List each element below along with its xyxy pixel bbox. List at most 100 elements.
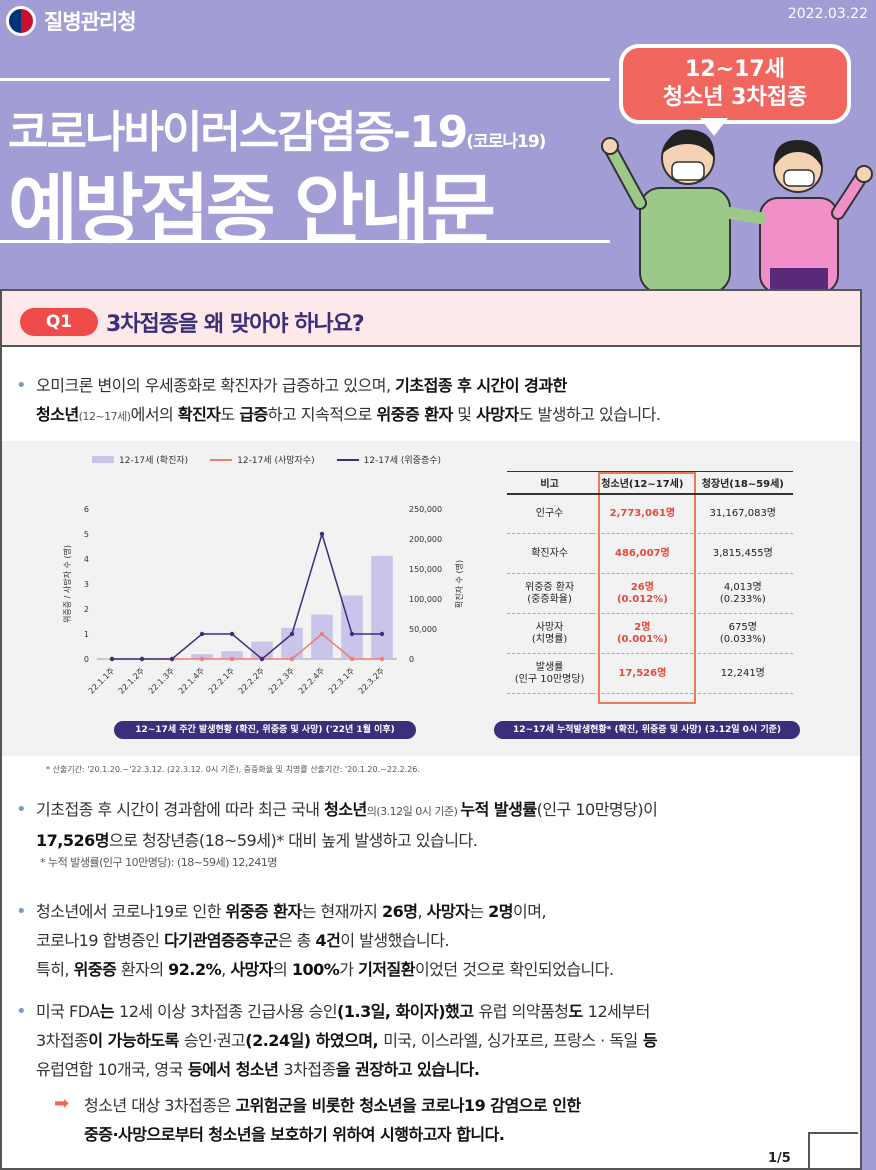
data-point-deaths <box>319 631 325 637</box>
table-cell: 4,013명 (0.233%) <box>692 573 793 614</box>
table-cell: 12,241명 <box>692 653 793 694</box>
speech-bubble-tail <box>700 118 728 136</box>
data-point-severe <box>199 631 205 637</box>
data-point-severe <box>379 631 385 637</box>
arrow-right-icon: ➡ <box>54 1093 70 1114</box>
y-axis-label-right: 확진자 수 (명) <box>454 560 464 608</box>
data-point-severe <box>229 631 235 637</box>
paragraph-international: • 미국 FDA는 12세 이상 3차접종 긴급사용 승인(1.3일, 화이자)… <box>16 997 658 1084</box>
paragraph-incidence: • 기초접종 후 시간이 경과함에 따라 최근 국내 청소년의(3.12일 0시… <box>16 795 658 871</box>
legend-item-cases: 12-17세 (확진자) <box>92 453 188 466</box>
data-point-severe <box>349 631 355 637</box>
teenagers-illustration <box>601 129 873 293</box>
data-point-severe <box>109 656 115 662</box>
x-tick-label: 22.2.2주 <box>237 666 267 696</box>
intro-paragraph: • 오미크론 변이의 우세종화로 확진자가 급증하고 있으며, 기초접종 후 시… <box>16 371 661 431</box>
table-header: 청소년(12~17세) <box>592 471 693 495</box>
table-row: 발생률 (인구 10만명당) 17,526명 12,241명 <box>507 653 793 694</box>
data-point-severe <box>289 631 295 637</box>
data-point-deaths <box>349 656 355 662</box>
y-tick-left: 0 <box>84 655 89 664</box>
y-tick-left: 6 <box>84 505 89 514</box>
table-cell: 2명 (0.001%) <box>592 613 693 654</box>
data-point-deaths <box>199 656 205 662</box>
weekly-chart: 0 1 2 3 4 5 6 0 50,000 100,000 150,000 200,000 250,0… <box>62 505 464 696</box>
header: 질병관리청 2022.03.22 코로나바이러스감염증-19(코로나19) 예방… <box>0 0 876 300</box>
legend-item-severe: 12-17세 (위중증수) <box>336 453 441 466</box>
table-cell: 26명 (0.012%) <box>592 573 693 614</box>
chart-bar <box>371 555 393 659</box>
chart-bar <box>191 654 213 659</box>
chart-section: 12-17세 (확진자) 12-17세 (사망자수) 12-17세 (위중증수)… <box>2 441 860 756</box>
title-line2: 예방접종 안내문 <box>8 165 496 254</box>
table-row: 인구수 2,773,061명 31,167,083명 <box>507 493 793 534</box>
x-tick-label: 22.1.3주 <box>147 666 177 696</box>
table-cell: 사망자 (치명률) <box>507 613 593 654</box>
table-cell: 31,167,083명 <box>692 493 793 534</box>
table-header: 비고 <box>507 471 593 495</box>
question-header: Q1 3차접종을 왜 맞아야 하나요? <box>2 291 860 347</box>
x-tick-label: 22.2.4주 <box>297 666 327 696</box>
y-tick-left: 4 <box>84 555 89 564</box>
question-text: 3차접종을 왜 맞아야 하나요? <box>106 312 365 337</box>
legend-item-deaths: 12-17세 (사망자수) <box>210 453 315 466</box>
y-tick-right: 100,000 <box>409 595 442 604</box>
bullet-icon: • <box>16 901 27 922</box>
table-row: 확진자수 486,007명 3,815,455명 <box>507 533 793 574</box>
table-header: 청장년(18~59세) <box>692 471 793 495</box>
y-tick-right: 50,000 <box>409 625 437 634</box>
question-badge: Q1 <box>20 308 98 336</box>
conclusion: 청소년 대상 3차접종은 고위험군을 비롯한 청소년을 코로나19 감염으로 인… <box>84 1096 581 1144</box>
chart-bar <box>281 627 303 659</box>
bullet-icon: • <box>16 1001 27 1022</box>
page-corner-fold <box>808 1132 858 1168</box>
data-point-deaths <box>379 656 385 662</box>
data-point-severe <box>169 656 175 662</box>
chart-bar <box>341 595 363 659</box>
chart-bar <box>311 614 333 659</box>
x-tick-label: 22.1.2주 <box>117 666 147 696</box>
bullet-icon: • <box>16 375 27 396</box>
data-point-severe <box>139 656 145 662</box>
divider <box>0 78 610 81</box>
chart-caption: 12~17세 주간 발생현황 (확진, 위중증 및 사망) ('22년 1월 이… <box>114 721 416 739</box>
y-tick-right: 150,000 <box>409 565 442 574</box>
x-tick-label: 22.1.4주 <box>177 666 207 696</box>
x-tick-label: 22.2.1주 <box>207 666 237 696</box>
y-tick-left: 3 <box>84 580 89 589</box>
table-cell: 확진자수 <box>507 533 593 574</box>
data-point-deaths <box>229 656 235 662</box>
chart-bar <box>251 641 273 659</box>
table-cell: 위중증 환자 (중증화율) <box>507 573 593 614</box>
data-point-severe <box>319 531 325 537</box>
table-cell: 486,007명 <box>592 533 693 574</box>
chart-bar <box>221 651 243 659</box>
y-tick-left: 1 <box>84 630 89 639</box>
cumulative-table: 비고 청소년(12~17세) 청장년(18~59세) 인구수 2,773,061명… <box>507 471 793 694</box>
footnote: * 산출기간: '20.1.20.~'22.3.12. (22.3.12. 0시… <box>46 765 420 774</box>
x-tick-label: 22.1.1주 <box>87 666 117 696</box>
table-caption: 12~17세 누적발생현황* (확진, 위중증 및 사망) (3.12일 0시 … <box>494 721 800 739</box>
series-line-severe <box>112 531 382 660</box>
title-line1: 코로나바이러스감염증-19(코로나19) <box>8 107 546 158</box>
y-tick-right: 250,000 <box>409 505 442 514</box>
y-tick-left: 5 <box>84 530 89 539</box>
table-cell: 3,815,455명 <box>692 533 793 574</box>
table-cell: 발생률 (인구 10만명당) <box>507 653 593 694</box>
table-cell: 17,526명 <box>592 653 693 694</box>
data-point-deaths <box>289 656 295 662</box>
table-cell: 인구수 <box>507 493 593 534</box>
date: 2022.03.22 <box>787 6 868 22</box>
divider <box>0 240 610 243</box>
paragraph-severity: • 청소년에서 코로나19로 인한 위중증 환자는 현재까지 26명, 사망자는… <box>16 897 614 984</box>
table-cell: 675명 (0.033%) <box>692 613 793 654</box>
y-axis-label-left: 위중증 / 사망자 수 (명) <box>62 545 72 623</box>
y-tick-right: 200,000 <box>409 535 442 544</box>
table-cell: 2,773,061명 <box>592 493 693 534</box>
content-card: Q1 3차접종을 왜 맞아야 하나요? • 오미크론 변이의 우세종화로 확진자… <box>0 289 862 1170</box>
x-tick-label: 22.3.1주 <box>327 666 357 696</box>
y-tick-left: 2 <box>84 605 89 614</box>
bullet-icon: • <box>16 799 27 820</box>
kdca-logo-icon <box>6 6 36 36</box>
data-point-severe <box>259 656 265 662</box>
